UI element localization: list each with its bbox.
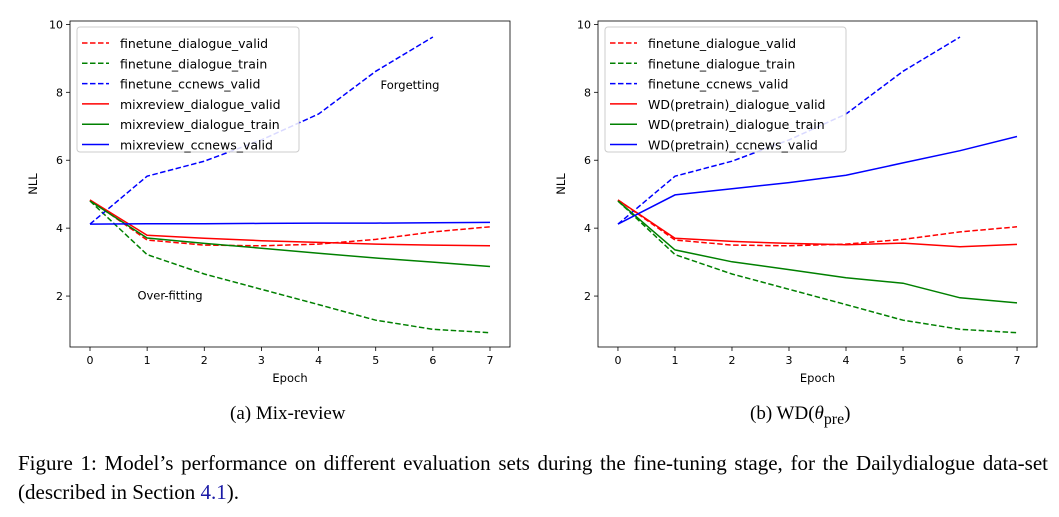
series-line-mixreview_dialogue_train: [89, 200, 491, 268]
series-line-finetune_dialogue_train: [617, 200, 1018, 334]
x-tick-label: 7: [1014, 354, 1021, 367]
y-tick-label: 2: [56, 290, 63, 303]
legend-label: finetune_dialogue_valid: [648, 36, 796, 51]
legend-label: mixreview_dialogue_valid: [120, 97, 281, 112]
subcaption-b-theta: θ: [814, 403, 824, 424]
x-axis-label: Epoch: [272, 371, 307, 385]
y-axis-label: NLL: [26, 173, 40, 195]
x-tick-label: 3: [785, 354, 792, 367]
axes-frame: [597, 20, 1038, 348]
legend: finetune_dialogue_valid finetune_dialogue…: [604, 26, 847, 153]
subcaption-b: (b) WD(θpre): [750, 403, 850, 429]
x-tick-label: 5: [900, 354, 907, 367]
x-tick-label: 7: [487, 354, 494, 367]
axes-frame: [69, 20, 511, 348]
subcaption-b-prefix: (b) WD(: [750, 403, 815, 424]
x-tick-label: 0: [614, 354, 621, 367]
y-tick-label: 10: [577, 18, 591, 31]
legend-label: finetune_ccnews_valid: [120, 77, 260, 92]
y-tick-label: 2: [584, 290, 591, 303]
legend-label: WD(pretrain)_ccnews_valid: [648, 138, 818, 153]
chart-b: 0 1 2 3 4 5 6 7 2 4 6 8 10 Epoch NLL finetune_dialogue_…: [554, 18, 1038, 385]
series-line-WD(pretrain)_ccnews_valid: [617, 135, 1018, 225]
annotation: Over-fitting: [137, 288, 202, 302]
series-line-WD(pretrain)_dialogue_valid: [617, 199, 1018, 248]
x-tick-label: 6: [429, 354, 436, 367]
legend: finetune_dialogue_valid finetune_dialogue…: [76, 26, 300, 153]
legend-label: WD(pretrain)_dialogue_train: [648, 117, 825, 132]
y-tick-label: 6: [584, 154, 591, 167]
subcaption-b-suffix: ): [844, 403, 851, 424]
legend-label: finetune_dialogue_train: [120, 56, 267, 71]
series-line-WD(pretrain)_dialogue_train: [617, 200, 1018, 304]
legend-box: [604, 26, 847, 153]
x-tick-label: 4: [843, 354, 850, 367]
y-tick-label: 4: [56, 222, 63, 235]
legend-label: mixreview_dialogue_train: [120, 117, 280, 132]
x-tick-label: 1: [144, 354, 151, 367]
y-tick-label: 10: [49, 18, 63, 31]
y-tick-label: 4: [584, 222, 591, 235]
x-tick-label: 4: [315, 354, 322, 367]
subcaption-b-sub: pre: [823, 410, 845, 428]
caption-end: ).: [226, 480, 240, 504]
x-axis-label: Epoch: [800, 371, 835, 385]
figure: 0 1 2 3 4 5 6 7246810EpochNLLForgettingOver-fit…: [26, 18, 1038, 385]
x-tick-label: 6: [957, 354, 964, 367]
legend-label: mixreview_ccnews_valid: [120, 138, 273, 153]
x-tick-label: 2: [728, 354, 735, 367]
legend-label: finetune_dialogue_valid: [120, 36, 268, 51]
legend-label: finetune_dialogue_train: [648, 56, 795, 71]
series-line-mixreview_dialogue_valid: [89, 199, 491, 247]
y-tick-label: 6: [56, 154, 63, 167]
section-link[interactable]: 4.1: [200, 480, 227, 504]
caption-text: Figure 1: Model’s performance on differe…: [18, 451, 1048, 504]
legend-label: finetune_ccnews_valid: [648, 77, 788, 92]
x-tick-label: 1: [671, 354, 678, 367]
y-tick-label: 8: [584, 86, 591, 99]
figure-caption: Figure 1: Model’s performance on differe…: [18, 449, 1048, 507]
series-line-finetune_dialogue_valid: [89, 199, 491, 247]
legend-box: [76, 26, 300, 153]
subcaption-a: (a) Mix-review: [230, 403, 346, 424]
legend-label: WD(pretrain)_dialogue_valid: [648, 97, 826, 112]
annotation: Forgetting: [381, 78, 440, 92]
x-tick-label: 3: [258, 354, 265, 367]
x-tick-label: 5: [372, 354, 379, 367]
x-tick-label: 2: [201, 354, 208, 367]
chart-a: 0 1 2 3 4 5 6 7 2 4 6 8 10 Epoch NLL Forgetting Over-fit…: [26, 18, 511, 385]
series-line-finetune_dialogue_valid: [617, 199, 1018, 247]
series-line-mixreview_ccnews_valid: [89, 221, 491, 225]
y-tick-label: 8: [56, 86, 63, 99]
series-line-finetune_dialogue_train: [89, 200, 491, 334]
y-axis-label: NLL: [554, 173, 568, 195]
x-tick-label: 0: [87, 354, 94, 367]
